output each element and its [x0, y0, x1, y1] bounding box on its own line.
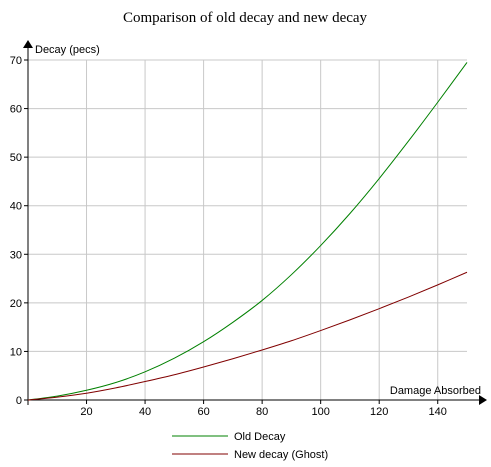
series-line-1 — [27, 62, 468, 401]
y-tick-label: 30 — [10, 249, 22, 261]
x-tick-label: 20 — [80, 406, 92, 418]
tick-labels: 20 40 60 80 100 120 140 0 10 20 30 40 50 60 70 — [10, 55, 447, 418]
x-tick-label: 120 — [370, 406, 388, 418]
y-tick-label: 70 — [10, 55, 22, 67]
chart-title: Comparison of old decay and new decay — [123, 10, 368, 26]
x-tick-label: 140 — [429, 406, 447, 418]
series — [27, 62, 468, 401]
series-line-2 — [27, 271, 468, 401]
x-tick-label: 60 — [197, 406, 209, 418]
y-tick-label: 10 — [10, 346, 22, 358]
x-axis-arrow — [479, 395, 487, 405]
legend-label-1: Old Decay — [234, 431, 286, 443]
y-tick-label: 40 — [10, 201, 22, 213]
x-tick-label: 40 — [139, 406, 151, 418]
y-tick-label: 20 — [10, 298, 22, 310]
legend: Old Decay New decay (Ghost) — [172, 431, 328, 461]
y-axis-label: Decay (pecs) — [35, 44, 100, 56]
y-tick-label: 0 — [16, 395, 22, 407]
axes — [23, 40, 487, 405]
x-axis-label: Damage Absorbed — [390, 385, 481, 397]
y-tick-label: 60 — [10, 104, 22, 116]
grid — [28, 59, 467, 400]
x-tick-label: 100 — [311, 406, 329, 418]
legend-label-2: New decay (Ghost) — [234, 449, 328, 461]
y-axis-arrow — [23, 40, 33, 48]
y-tick-label: 50 — [10, 152, 22, 164]
x-tick-label: 80 — [256, 406, 268, 418]
